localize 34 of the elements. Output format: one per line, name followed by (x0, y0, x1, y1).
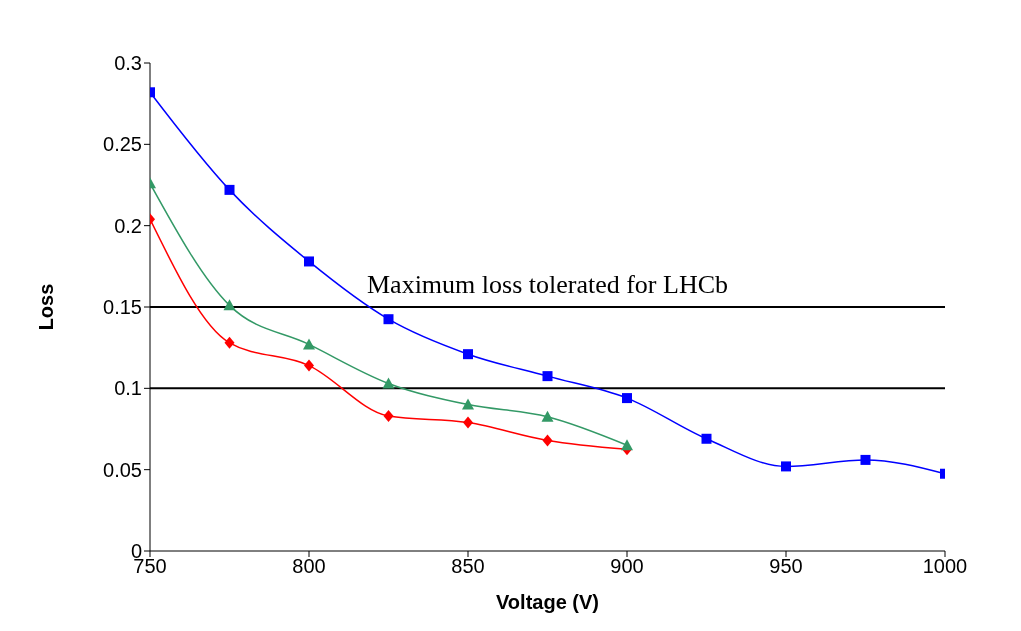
y-tick-label: 0.2 (114, 214, 142, 237)
point (224, 336, 235, 349)
point (541, 410, 554, 422)
x-tick-label: 900 (610, 555, 644, 578)
x-tick-label: 850 (451, 555, 485, 578)
ref-line-label: Maximum loss tolerated for LHCb (366, 270, 729, 300)
point (462, 398, 474, 410)
x-tick-label: 800 (292, 555, 326, 578)
point (463, 349, 473, 360)
point (542, 434, 553, 447)
point (304, 359, 314, 372)
y-tick-label: 0.15 (103, 296, 142, 319)
y-tick-label: 0.05 (103, 458, 142, 481)
point (622, 393, 632, 404)
point (463, 416, 473, 429)
point (542, 371, 553, 382)
point (860, 454, 871, 465)
point (701, 433, 712, 444)
point (781, 461, 791, 472)
x-axis-title: Voltage (V) (496, 591, 599, 613)
point (383, 409, 394, 422)
point (304, 256, 314, 267)
point (382, 377, 395, 389)
x-tick-label: 950 (769, 555, 803, 578)
point (303, 338, 315, 350)
y-axis-title: Loss (35, 283, 58, 331)
point (383, 314, 394, 325)
x-tick-label: 1000 (922, 555, 968, 578)
point (621, 439, 633, 451)
y-tick-label: 0.3 (114, 52, 142, 75)
y-tick-label: 0.1 (114, 377, 142, 400)
y-tick-label: 0.25 (103, 133, 142, 156)
point (224, 184, 235, 195)
point (223, 299, 236, 311)
